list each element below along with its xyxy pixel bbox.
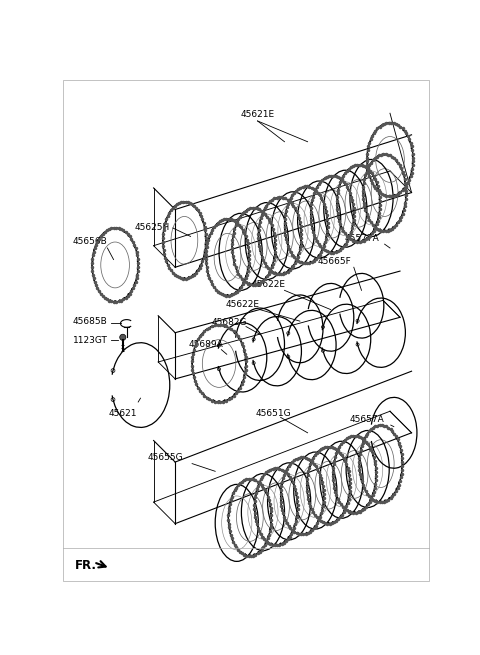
Text: 45625H: 45625H	[134, 223, 169, 233]
Text: 45665F: 45665F	[318, 257, 351, 267]
Circle shape	[120, 334, 126, 341]
Text: 1123GT: 1123GT	[73, 336, 108, 345]
Text: 45682G: 45682G	[211, 318, 247, 328]
Text: 45651G: 45651G	[256, 409, 292, 418]
Text: 45657A: 45657A	[350, 415, 384, 424]
Text: 45621E: 45621E	[240, 109, 275, 119]
Text: 45622E: 45622E	[225, 300, 259, 309]
Text: 45621: 45621	[109, 409, 137, 418]
Text: FR.: FR.	[75, 559, 97, 572]
Text: 45689A: 45689A	[188, 340, 223, 348]
Text: 45655G: 45655G	[147, 453, 183, 462]
Text: 45656B: 45656B	[73, 237, 108, 246]
Text: 45622E: 45622E	[252, 280, 286, 290]
Text: 45685B: 45685B	[73, 316, 108, 326]
Text: 45577A: 45577A	[345, 234, 379, 243]
